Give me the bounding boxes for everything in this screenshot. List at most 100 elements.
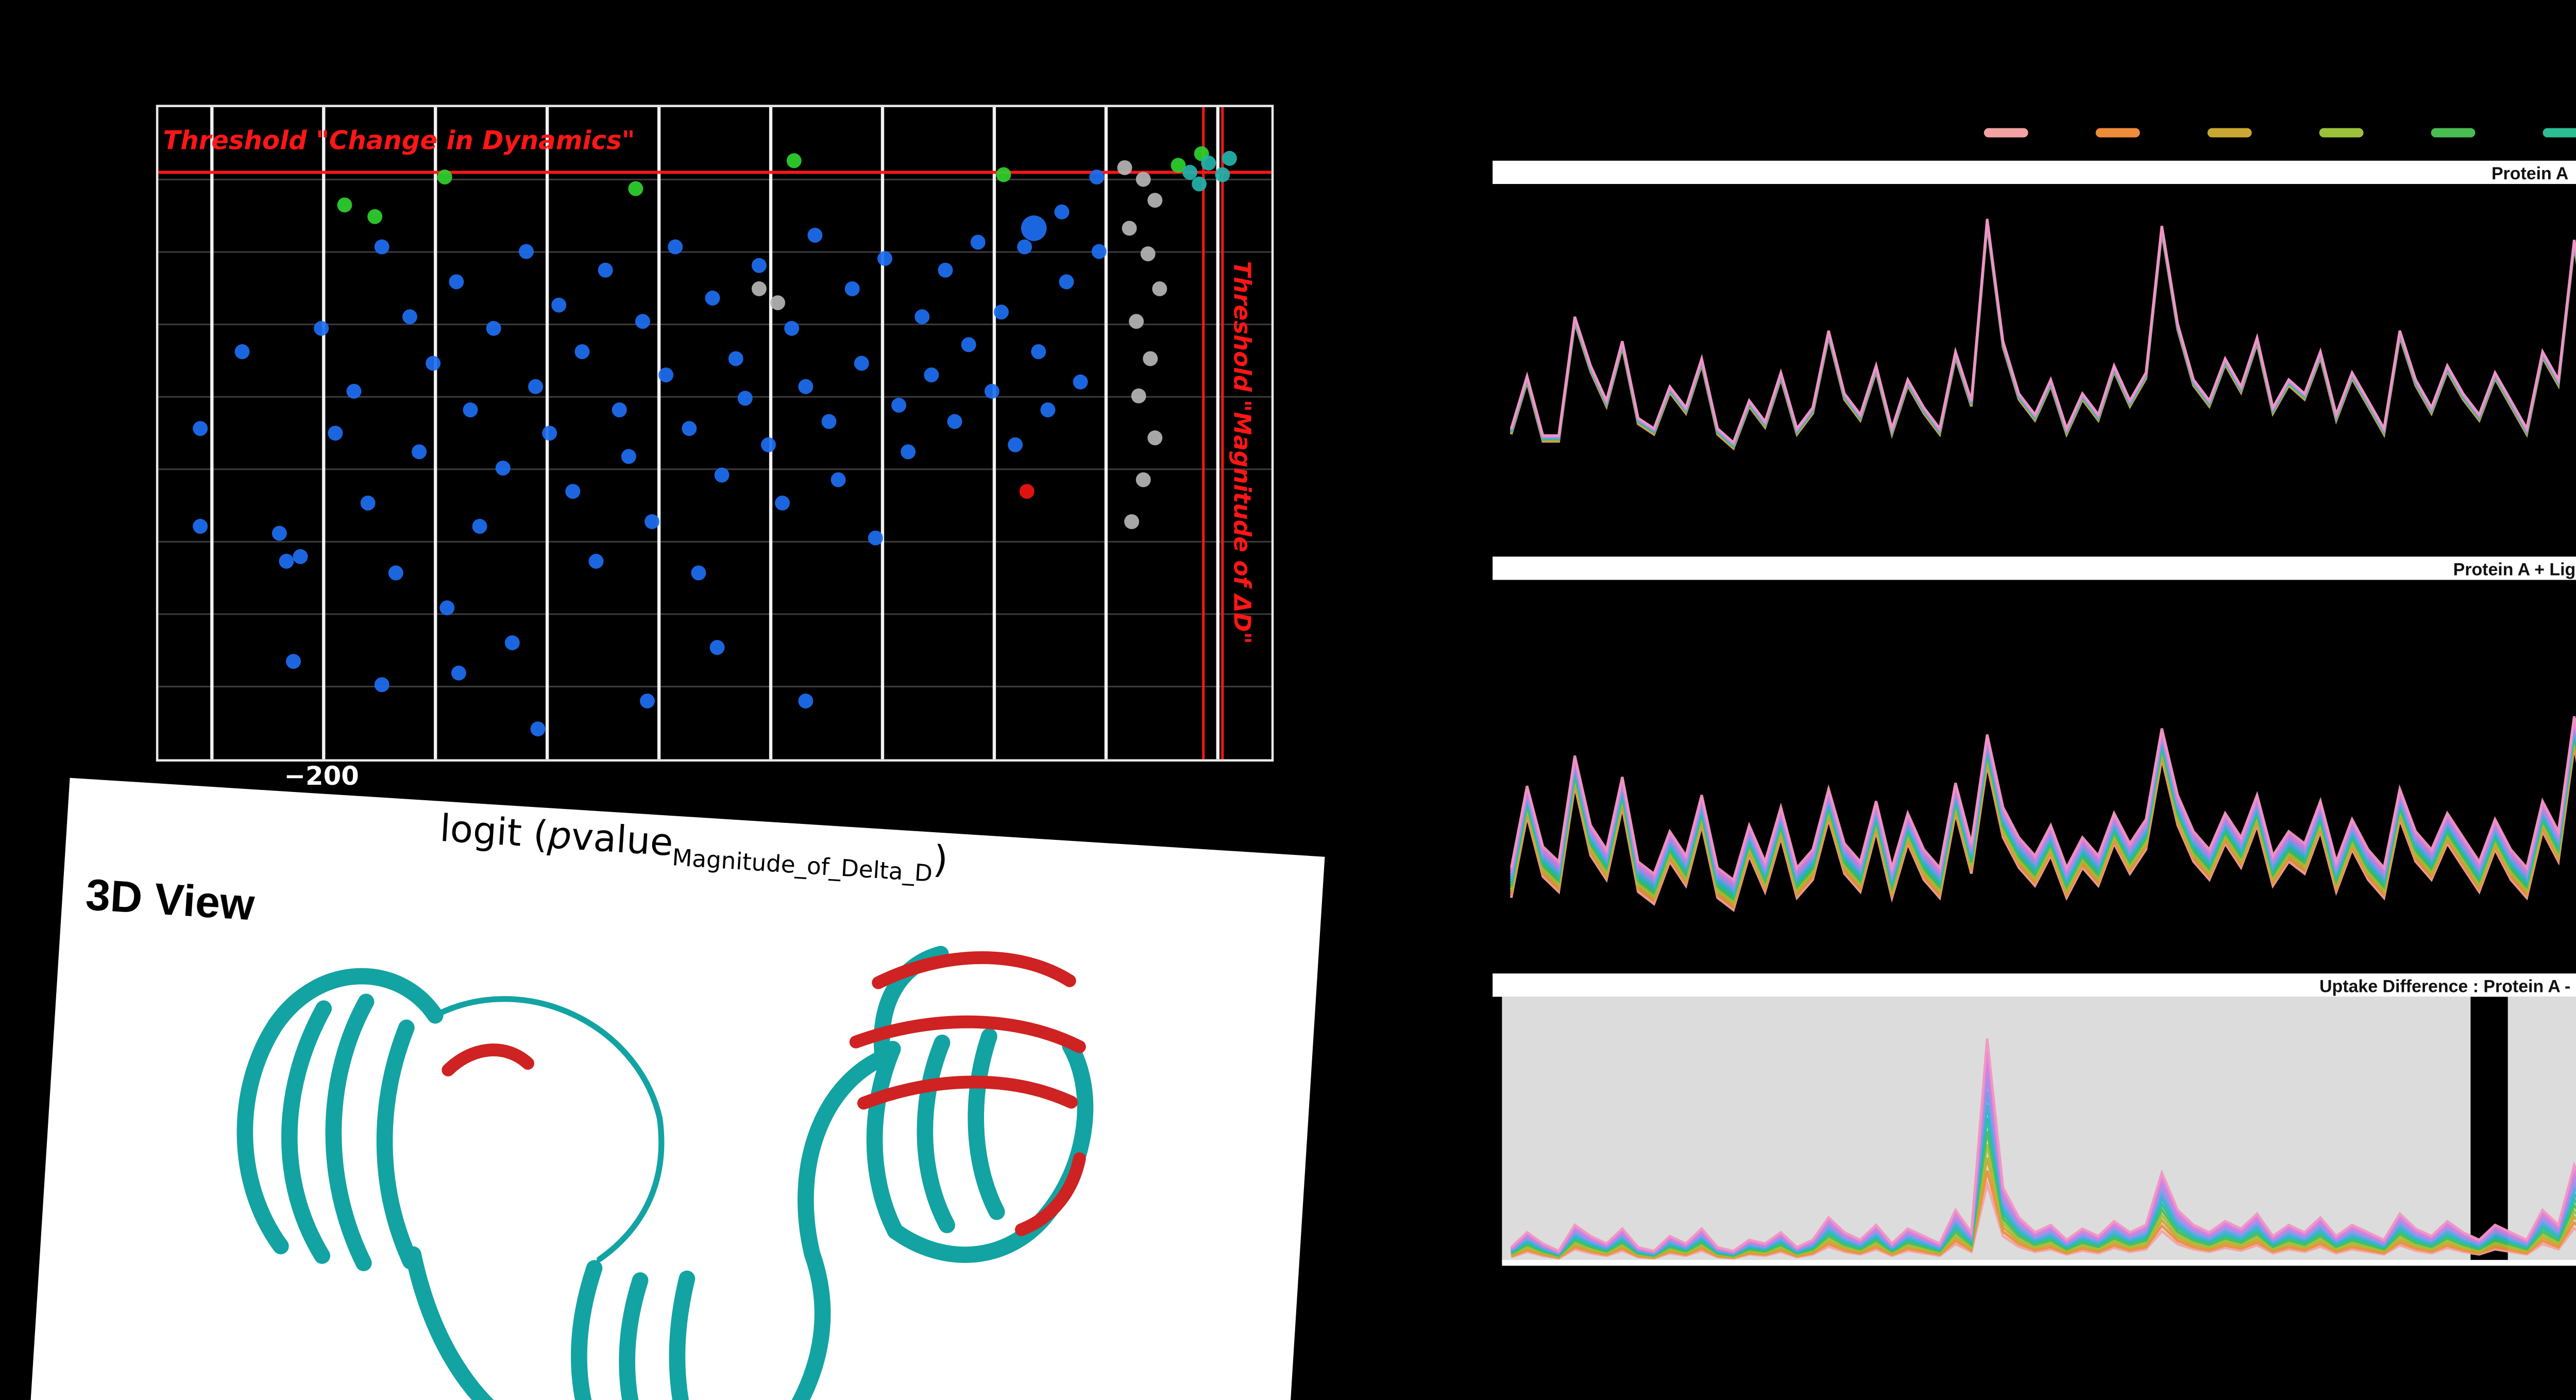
volcano-point-gray[interactable] — [1143, 351, 1158, 366]
volcano-point-blue[interactable] — [709, 640, 725, 655]
volcano-point-blue[interactable] — [1054, 204, 1070, 220]
volcano-point-blue[interactable] — [588, 553, 604, 569]
volcano-point-gray[interactable] — [1131, 388, 1146, 403]
volcano-point-blue[interactable] — [193, 421, 208, 436]
volcano-point-blue[interactable] — [751, 258, 767, 273]
volcano-point-blue[interactable] — [705, 291, 720, 306]
volcano-point-red[interactable] — [1019, 484, 1035, 499]
uptake-difference-chart[interactable] — [1502, 997, 2576, 1271]
volcano-point-blue[interactable] — [530, 721, 546, 737]
volcano-point-blue[interactable] — [293, 549, 308, 564]
volcano-point-blue[interactable] — [528, 379, 543, 394]
volcano-point-green[interactable] — [337, 197, 352, 213]
volcano-point-gray[interactable] — [1129, 314, 1144, 329]
volcano-point-blue[interactable] — [565, 484, 581, 499]
volcano-point-teal[interactable] — [1182, 164, 1198, 180]
volcano-point-blue[interactable] — [877, 251, 892, 266]
volcano-point-blue[interactable] — [668, 239, 683, 255]
volcano-point-green[interactable] — [786, 153, 802, 168]
uptake-chart-protein-a-ligand[interactable] — [1502, 580, 2576, 969]
volcano-point-green[interactable] — [437, 170, 452, 184]
volcano-plot-svg[interactable] — [158, 107, 1272, 760]
volcano-point-blue[interactable] — [714, 467, 730, 483]
volcano-point-gray[interactable] — [1117, 160, 1132, 175]
volcano-point-blue[interactable] — [272, 526, 287, 541]
volcano-point-blue[interactable] — [495, 460, 511, 476]
volcano-point-blue[interactable] — [728, 351, 743, 366]
volcano-point-blue[interactable] — [868, 530, 883, 546]
volcano-point-teal[interactable] — [1192, 176, 1207, 192]
volcano-point-blue[interactable] — [328, 426, 343, 441]
volcano-point-blue[interactable] — [1073, 374, 1088, 390]
volcano-point-blue[interactable] — [374, 239, 389, 255]
volcano-point-green[interactable] — [367, 209, 383, 224]
volcano-point-blue[interactable] — [234, 344, 250, 359]
volcano-point-blue[interactable] — [798, 693, 814, 709]
volcano-point-blue[interactable] — [504, 635, 520, 650]
3d-view-card[interactable]: logit (pvalueMagnitude_of_Delta_D) 3D Vi… — [21, 778, 1325, 1400]
volcano-point-green[interactable] — [628, 181, 643, 196]
volcano-point-blue[interactable] — [914, 309, 930, 325]
volcano-point-blue[interactable] — [640, 693, 655, 709]
volcano-point-gray[interactable] — [751, 281, 767, 296]
volcano-point-gray[interactable] — [1152, 281, 1167, 296]
volcano-point-blue[interactable] — [463, 402, 478, 417]
volcano-point-blue[interactable] — [994, 305, 1009, 320]
volcano-point-blue[interactable] — [486, 321, 501, 336]
volcano-point-blue[interactable] — [658, 367, 674, 383]
volcano-point-blue[interactable] — [645, 514, 659, 529]
volcano-point-blue[interactable] — [961, 337, 976, 352]
volcano-point-gray[interactable] — [1147, 193, 1163, 208]
volcano-point-blue[interactable] — [775, 495, 790, 511]
protein-structure[interactable] — [22, 778, 1325, 1400]
volcano-point-blue[interactable] — [388, 565, 403, 581]
volcano-point-blue[interactable] — [1091, 244, 1107, 259]
volcano-point-blue[interactable] — [821, 414, 837, 429]
volcano-point-blue[interactable] — [970, 234, 986, 250]
volcano-point-gray[interactable] — [1122, 221, 1137, 236]
volcano-point-blue[interactable] — [542, 426, 557, 441]
uptake-chart-protein-a[interactable] — [1502, 184, 2576, 552]
volcano-point-blue[interactable] — [451, 665, 466, 681]
volcano-point-blue[interactable] — [924, 367, 939, 383]
volcano-point-blue[interactable] — [761, 437, 776, 452]
volcano-point-teal[interactable] — [1201, 155, 1216, 171]
volcano-point-blue[interactable] — [784, 321, 800, 336]
volcano-point-blue[interactable] — [798, 379, 814, 394]
volcano-point-blue[interactable] — [1008, 437, 1023, 452]
volcano-point-blue[interactable] — [635, 314, 650, 329]
volcano-point-blue[interactable] — [402, 309, 417, 325]
volcano-point-blue[interactable] — [621, 449, 636, 464]
volcano-point-blue[interactable] — [691, 565, 706, 581]
volcano-point-blue[interactable] — [598, 262, 613, 278]
volcano-point-blue[interactable] — [938, 262, 953, 278]
volcano-point-blue[interactable] — [1017, 239, 1032, 255]
volcano-point-blue[interactable] — [984, 383, 999, 399]
volcano-point-blue[interactable] — [314, 321, 329, 336]
volcano-point-blue[interactable] — [193, 518, 208, 534]
volcano-point-blue[interactable] — [1031, 344, 1046, 359]
volcano-point-teal[interactable] — [1222, 150, 1237, 166]
volcano-point-blue[interactable] — [831, 472, 846, 487]
volcano-point-blue[interactable] — [901, 444, 916, 460]
volcano-point-blue[interactable] — [612, 402, 627, 417]
volcano-point-gray[interactable] — [1140, 246, 1156, 262]
volcano-plot[interactable] — [156, 105, 1274, 762]
volcano-point-blue[interactable] — [449, 274, 464, 290]
volcano-point-gray[interactable] — [1136, 172, 1151, 187]
volcano-point-blue[interactable] — [1089, 170, 1105, 184]
volcano-point-blue[interactable] — [1040, 402, 1056, 417]
volcano-point-blue[interactable] — [518, 244, 534, 259]
volcano-point-green[interactable] — [996, 167, 1011, 182]
volcano-point-blue[interactable] — [844, 281, 860, 296]
volcano-point-blue[interactable] — [360, 495, 376, 511]
volcano-point-blue[interactable] — [279, 553, 294, 569]
volcano-point-blue[interactable] — [426, 356, 441, 371]
volcano-point-green[interactable] — [1171, 158, 1186, 173]
volcano-point-blue[interactable] — [551, 297, 567, 313]
volcano-point-blue[interactable] — [807, 228, 823, 243]
volcano-point-blue[interactable] — [412, 444, 427, 460]
volcano-point-blue[interactable] — [1059, 274, 1074, 290]
volcano-point-blue[interactable] — [574, 344, 590, 359]
volcano-point-blue[interactable] — [374, 677, 389, 693]
